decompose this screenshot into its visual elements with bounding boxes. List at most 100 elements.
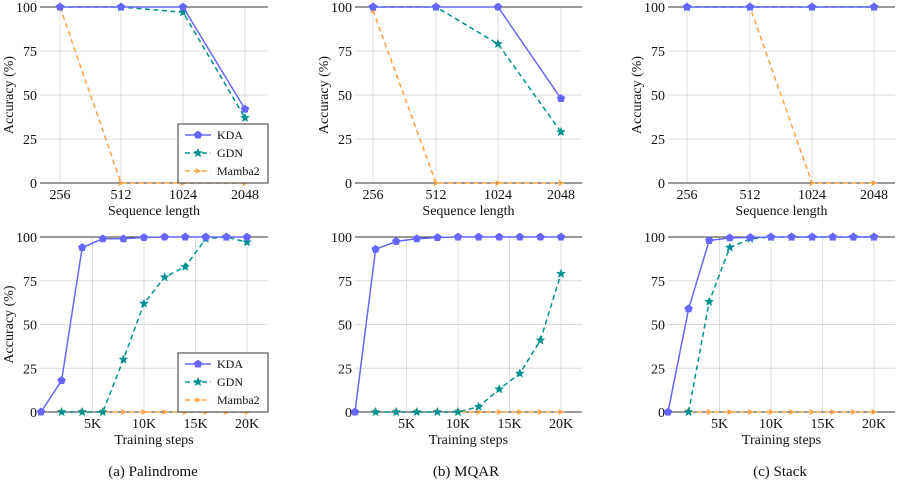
marker-mamba2 — [871, 179, 878, 187]
marker-gdn — [535, 335, 546, 345]
marker-kda — [181, 232, 190, 241]
y-tick-label: 25 — [651, 133, 665, 148]
y-tick-label: 50 — [23, 89, 37, 104]
marker-kda — [160, 232, 169, 241]
marker-gdn — [494, 384, 505, 394]
marker-gdn — [178, 7, 188, 17]
marker-mamba2 — [558, 179, 565, 187]
marker-gdn — [556, 268, 566, 278]
series-kda — [663, 232, 879, 416]
marker-gdn — [139, 298, 149, 308]
x-tick-label: 512 — [740, 188, 761, 203]
series-mamba2 — [370, 7, 565, 187]
marker-mamba2 — [496, 408, 503, 416]
marker-kda — [412, 234, 421, 243]
line-mamba2 — [372, 10, 561, 184]
marker-gdn — [411, 406, 422, 417]
legend-item-kda: KDA — [185, 357, 243, 371]
y-axis-label: Accuracy (%) — [2, 285, 17, 363]
legend-label-gdn: GDN — [217, 375, 243, 389]
y-tick-label: 75 — [651, 275, 665, 290]
y-tick-label: 0 — [30, 406, 37, 421]
marker-kda — [807, 2, 817, 11]
marker-mamba2 — [706, 408, 713, 416]
x-tick-label: 256 — [50, 188, 71, 203]
legend: KDA GDN Mamba2 — [177, 352, 269, 413]
marker-kda — [869, 2, 879, 11]
x-axis-label: Sequence length — [735, 204, 827, 219]
y-tick-label: 25 — [651, 362, 665, 377]
marker-kda — [787, 232, 796, 241]
x-tick-label: 20K — [549, 417, 573, 432]
y-tick-label: 25 — [23, 362, 37, 377]
legend-label-kda: KDA — [217, 128, 243, 142]
y-tick-label: 50 — [23, 319, 37, 334]
y-tick-label: 100 — [16, 231, 37, 246]
y-tick-label: 100 — [644, 231, 665, 246]
y-axis-label: Accuracy (%) — [317, 56, 332, 134]
x-tick-label: 10K — [446, 417, 470, 432]
y-axis-label: Accuracy (%) — [630, 56, 645, 134]
marker-gdn — [240, 112, 250, 123]
y-tick-label: 75 — [23, 45, 37, 60]
line-gdn — [375, 273, 562, 413]
series-gdn — [368, 1, 566, 137]
marker-kda — [682, 2, 692, 11]
x-axis-label: Training steps — [114, 433, 193, 448]
marker-kda — [746, 233, 755, 242]
marker-mamba2 — [120, 408, 127, 416]
series-kda — [368, 2, 566, 103]
marker-mamba2 — [829, 408, 837, 416]
marker-gdn — [493, 38, 503, 49]
marker-mamba2 — [516, 408, 524, 416]
marker-mamba2 — [141, 408, 148, 416]
legend-item-kda: KDA — [185, 128, 243, 142]
panel-mqar-bottom: 0 25 50 75 100 5K 10K 15K 20K Training steps — [331, 231, 582, 448]
legend-item-gdn: GDN — [185, 146, 243, 160]
y-tick-label: 75 — [338, 45, 352, 60]
legend: KDA GDN Mamba2 — [177, 123, 269, 184]
marker-kda — [78, 243, 87, 252]
legend-marker-gdn — [193, 147, 203, 158]
marker-gdn — [97, 406, 108, 417]
x-tick-label: 10K — [759, 417, 783, 432]
marker-gdn — [56, 406, 67, 417]
line-gdn — [373, 6, 562, 133]
marker-kda — [116, 2, 126, 11]
marker-mamba2 — [558, 408, 565, 416]
panel-palindrome-top: 0 25 50 75 100 256 512 1024 2048 Sequence length A… — [2, 1, 269, 219]
y-tick-label: 100 — [331, 231, 352, 246]
y-tick-label: 50 — [651, 89, 665, 104]
x-tick-label: 2048 — [231, 188, 259, 203]
y-tick-label: 25 — [338, 133, 352, 148]
panel-stack-bottom: 0 25 50 75 100 5K 10K 15K 20K Training steps — [644, 231, 895, 448]
marker-mamba2 — [747, 408, 754, 416]
x-tick-label: 256 — [677, 188, 698, 203]
marker-kda — [368, 2, 378, 11]
marker-kda — [828, 232, 837, 241]
series-gdn — [55, 1, 250, 123]
marker-gdn — [159, 272, 170, 282]
x-tick-label: 20K — [862, 417, 886, 432]
x-tick-label: 10K — [132, 417, 156, 432]
marker-kda — [98, 234, 107, 243]
marker-gdn — [180, 261, 191, 271]
marker-kda — [57, 376, 66, 385]
y-axis-label: Accuracy (%) — [2, 56, 17, 134]
panel-palindrome-bottom: 0 25 50 75 100 5K 10K 15K 20K Training steps Accur… — [2, 231, 269, 448]
line-gdn — [61, 236, 248, 413]
marker-kda — [556, 232, 566, 241]
y-tick-label: 75 — [23, 275, 37, 290]
x-tick-label: 1024 — [169, 188, 197, 203]
marker-kda — [705, 236, 714, 245]
marker-kda — [453, 232, 463, 241]
y-tick-label: 25 — [23, 133, 37, 148]
series-gdn — [370, 268, 566, 417]
y-tick-label: 75 — [338, 275, 352, 290]
marker-mamba2 — [161, 408, 168, 416]
marker-mamba2 — [433, 179, 440, 187]
x-tick-label: 5K — [398, 417, 415, 432]
line-mamba2 — [59, 6, 245, 184]
y-tick-label: 0 — [345, 406, 352, 421]
marker-gdn — [118, 354, 129, 364]
